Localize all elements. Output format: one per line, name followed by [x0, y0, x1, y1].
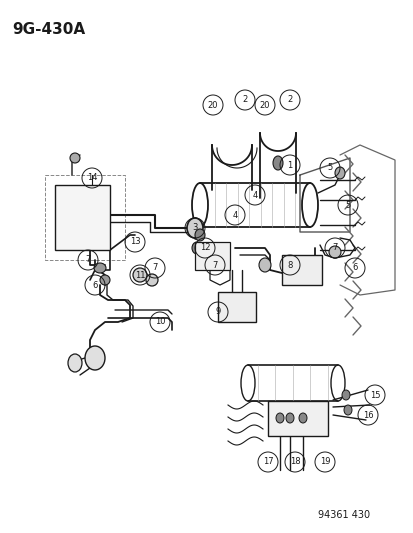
- Text: 11: 11: [134, 271, 145, 279]
- Bar: [195, 242, 230, 270]
- Text: 8: 8: [287, 261, 292, 270]
- Text: 9G-430A: 9G-430A: [12, 22, 85, 37]
- Ellipse shape: [100, 275, 110, 285]
- Ellipse shape: [146, 274, 158, 286]
- Ellipse shape: [272, 156, 282, 170]
- Ellipse shape: [133, 268, 147, 282]
- Text: 4: 4: [232, 211, 237, 220]
- Ellipse shape: [94, 263, 106, 273]
- Text: 5: 5: [344, 200, 350, 209]
- Ellipse shape: [68, 354, 82, 372]
- Text: 94361 430: 94361 430: [317, 510, 369, 520]
- Text: 20: 20: [207, 101, 218, 109]
- Text: 12: 12: [199, 244, 210, 253]
- Bar: [267, 401, 327, 436]
- Text: 6: 6: [92, 280, 97, 289]
- Text: 4: 4: [252, 190, 257, 199]
- Bar: [281, 255, 321, 285]
- Bar: [218, 292, 255, 322]
- Text: 3: 3: [192, 223, 197, 232]
- Ellipse shape: [285, 413, 293, 423]
- Text: 6: 6: [351, 263, 357, 272]
- Ellipse shape: [334, 167, 344, 179]
- Text: 7: 7: [85, 255, 90, 264]
- Ellipse shape: [328, 246, 340, 258]
- Text: 19: 19: [319, 457, 330, 466]
- Text: 7: 7: [332, 244, 337, 253]
- Ellipse shape: [187, 218, 202, 238]
- Text: 1: 1: [287, 160, 292, 169]
- Text: 17: 17: [262, 457, 273, 466]
- Ellipse shape: [259, 258, 271, 272]
- Ellipse shape: [341, 390, 349, 400]
- Text: 15: 15: [369, 391, 379, 400]
- Ellipse shape: [195, 229, 204, 241]
- Ellipse shape: [298, 413, 306, 423]
- Bar: [55, 185, 110, 250]
- Text: 18: 18: [289, 457, 299, 466]
- Ellipse shape: [70, 153, 80, 163]
- Text: 16: 16: [362, 410, 373, 419]
- Text: 20: 20: [259, 101, 270, 109]
- Text: 2: 2: [242, 95, 247, 104]
- Ellipse shape: [192, 242, 202, 254]
- Text: 7: 7: [212, 261, 217, 270]
- Text: 13: 13: [129, 238, 140, 246]
- Ellipse shape: [85, 346, 105, 370]
- Text: 10: 10: [154, 318, 165, 327]
- Ellipse shape: [275, 413, 283, 423]
- Text: 7: 7: [152, 263, 157, 272]
- Text: 2: 2: [287, 95, 292, 104]
- Text: 14: 14: [87, 174, 97, 182]
- Ellipse shape: [303, 258, 315, 272]
- Text: 9: 9: [215, 308, 220, 317]
- Ellipse shape: [343, 405, 351, 415]
- Text: 5: 5: [327, 164, 332, 173]
